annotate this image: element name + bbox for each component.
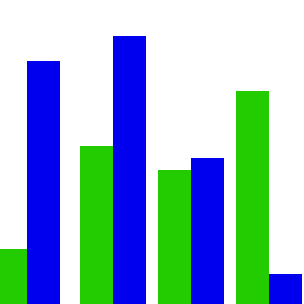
Bar: [269, 274, 302, 304]
Bar: [80, 146, 113, 304]
Bar: [191, 158, 224, 304]
Bar: [158, 170, 191, 304]
Bar: [27, 61, 60, 304]
Bar: [0, 249, 27, 304]
Bar: [236, 91, 269, 304]
Bar: [113, 36, 146, 304]
